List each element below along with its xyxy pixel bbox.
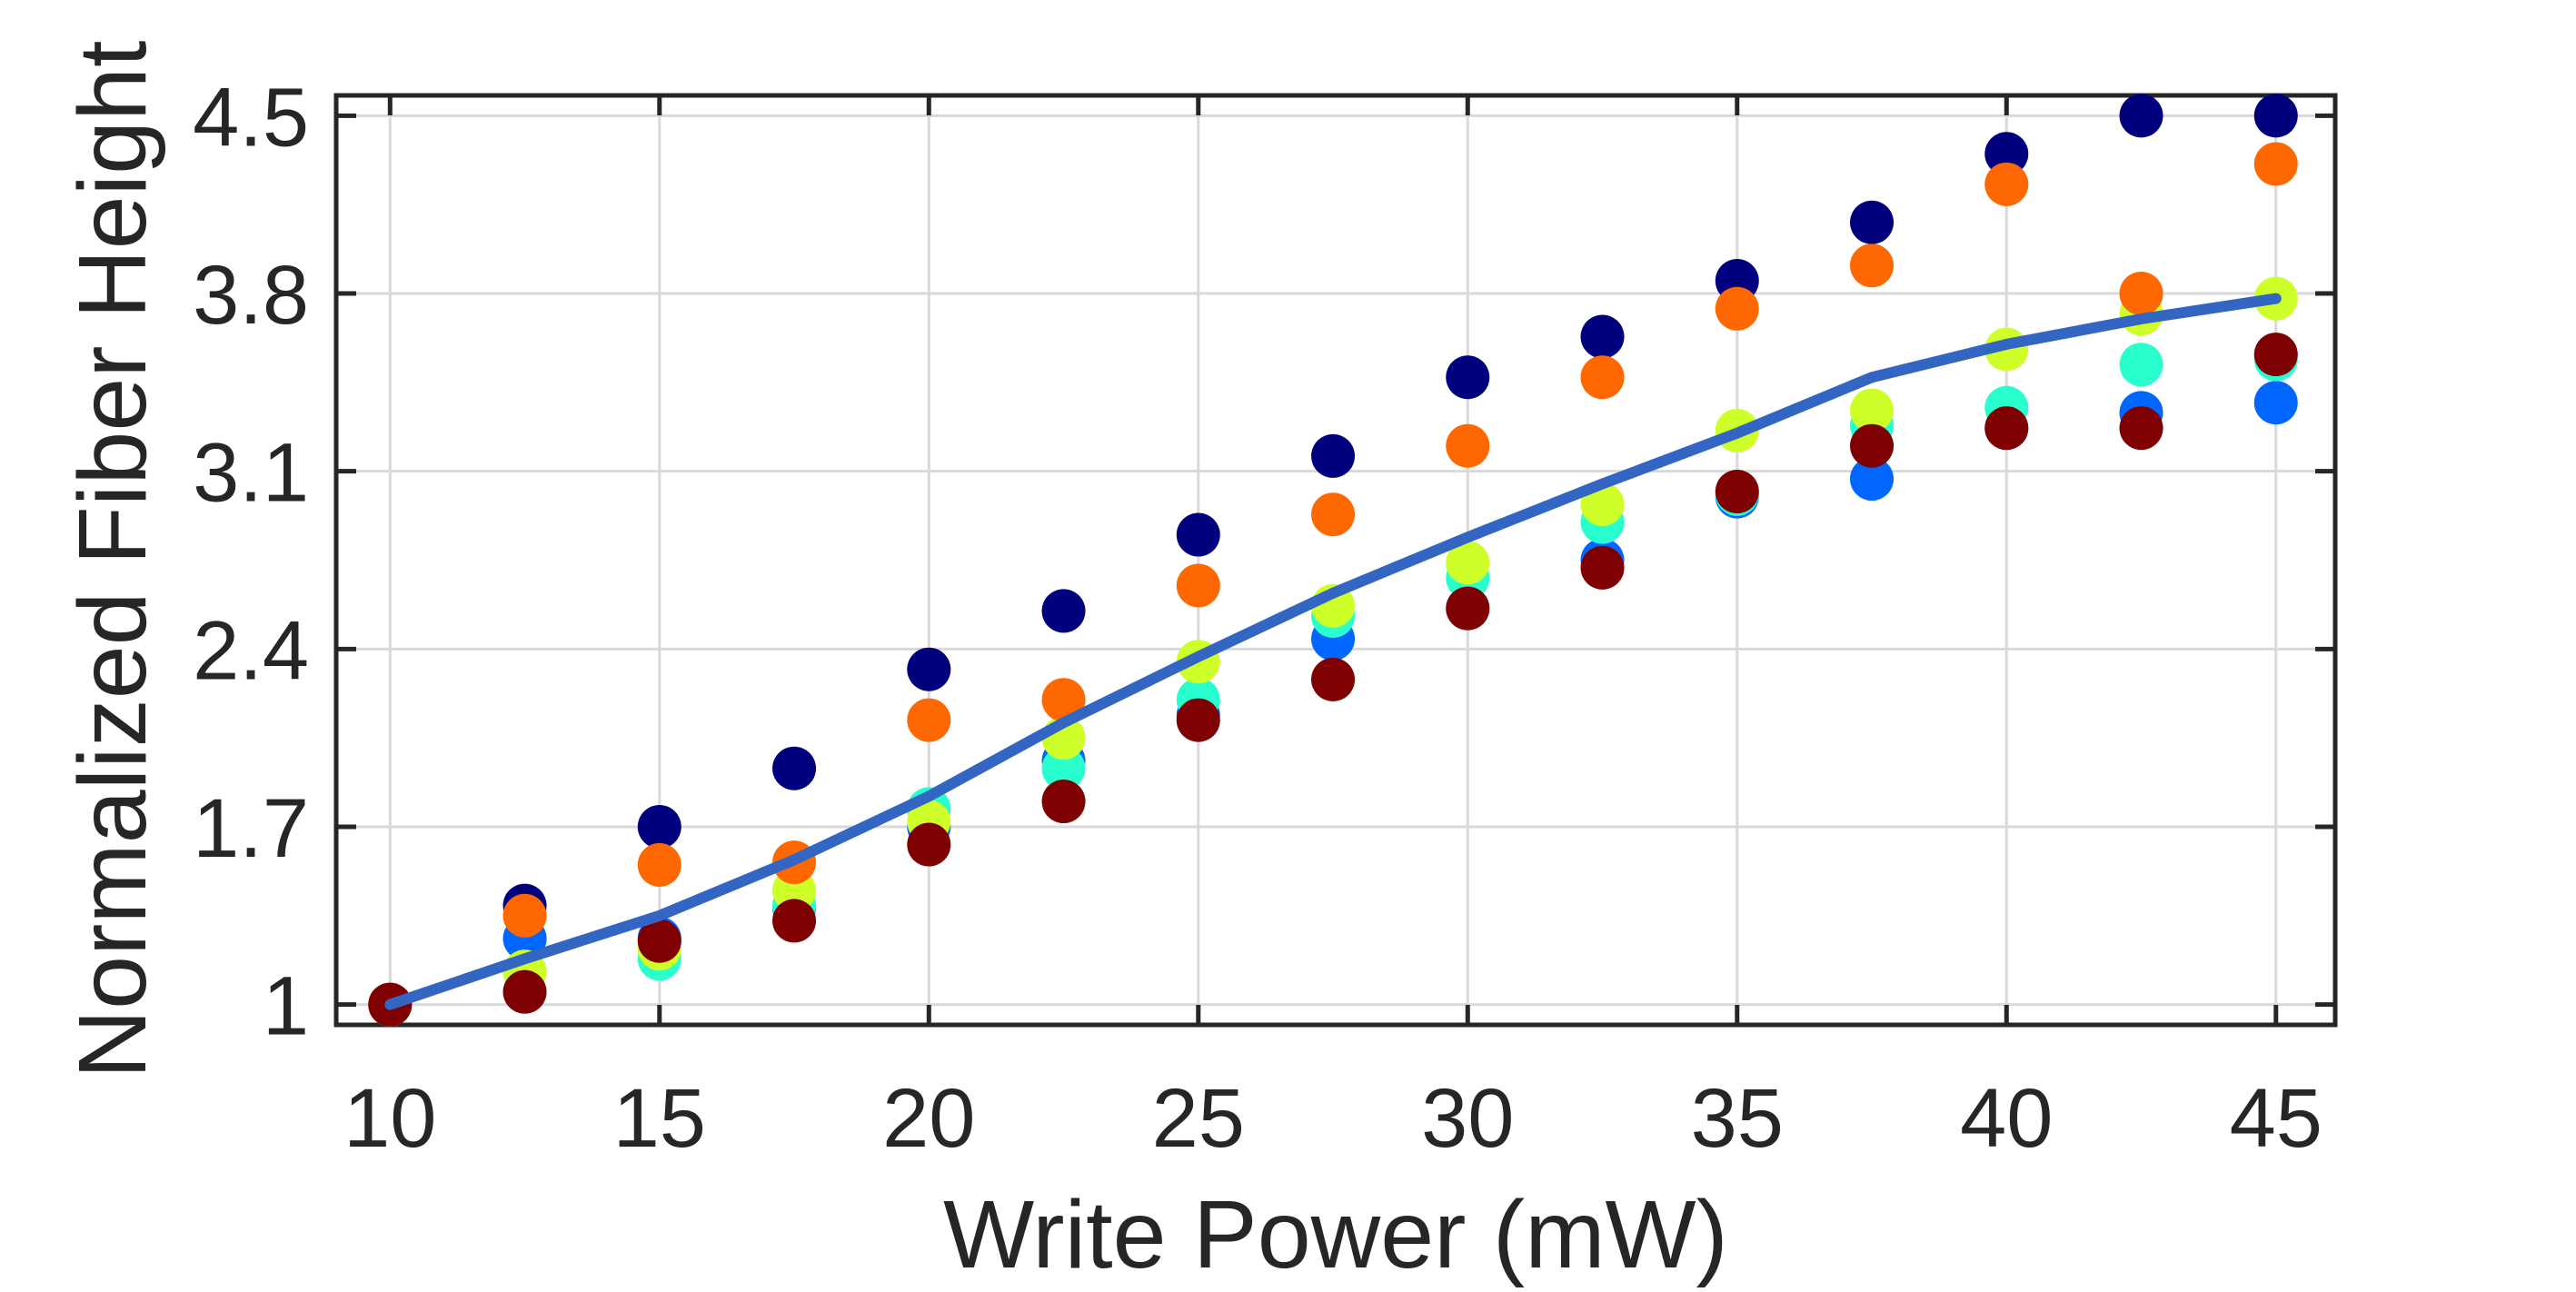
data-point-series-5 (1580, 355, 1625, 400)
data-point-series-3 (2119, 343, 2163, 387)
data-point-series-1 (1446, 355, 1490, 400)
data-point-series-5 (1850, 243, 1895, 288)
y-tick-label: 3.8 (193, 249, 309, 342)
data-point-series-6 (1580, 545, 1625, 590)
data-point-series-5 (1176, 563, 1220, 608)
y-tick-label: 3.1 (193, 427, 309, 520)
x-tick-label: 20 (882, 1072, 975, 1165)
y-tick-label: 1.7 (193, 782, 309, 875)
mean-trend-line (384, 293, 2282, 1010)
data-point-series-5 (1984, 162, 2029, 206)
x-tick-label: 45 (2230, 1072, 2322, 1165)
data-point-series-5 (1311, 492, 1356, 537)
data-point-series-1 (2253, 94, 2298, 138)
data-point-series-1 (1850, 200, 1895, 244)
data-point-series-6 (2253, 333, 2298, 377)
data-point-series-5 (907, 698, 951, 742)
data-point-series-6 (772, 899, 817, 943)
data-point-series-6 (1850, 423, 1895, 468)
data-point-series-5 (2253, 142, 2298, 186)
data-point-series-1 (1311, 433, 1356, 478)
grid-layer (336, 95, 2335, 1025)
data-point-series-5 (1715, 286, 1759, 331)
data-point-series-6 (1311, 657, 1356, 701)
data-point-series-5 (637, 842, 681, 887)
data-point-series-6 (1715, 470, 1759, 514)
data-point-series-6 (1446, 586, 1490, 631)
x-tick-label: 35 (1691, 1072, 1784, 1165)
tick-label-layer: 10 15 20 25 30 35 40 45 1 1.7 2.4 3.1 3.8 4.5 (193, 71, 2322, 1165)
x-tick-label: 30 (1421, 1072, 1514, 1165)
data-point-series-1 (1176, 512, 1220, 557)
data-point-series-4 (1446, 541, 1490, 585)
data-point-series-6 (1176, 698, 1220, 742)
data-point-series-1 (772, 746, 817, 790)
data-point-series-6 (907, 822, 951, 867)
data-point-series-5 (1446, 423, 1490, 468)
data-point-series-1 (637, 804, 681, 849)
data-point-series-6 (1984, 406, 2029, 451)
x-tick-label: 10 (343, 1072, 436, 1165)
data-point-series-1 (907, 647, 951, 691)
data-point-series-3 (1041, 746, 1086, 790)
data-point-series-5 (2119, 272, 2163, 316)
y-tick-label: 4.5 (193, 71, 309, 164)
data-point-series-1 (1041, 589, 1086, 633)
data-point-series-5 (1041, 678, 1086, 722)
y-axis-label: Normalized Fiber Height (59, 41, 166, 1079)
data-point-series-1 (1984, 132, 2029, 176)
plot-frame (333, 93, 2338, 1028)
tick-layer (336, 95, 2335, 1025)
y-tick-label: 1 (263, 960, 309, 1053)
data-point-series-5 (502, 893, 547, 938)
x-tick-label: 25 (1152, 1072, 1245, 1165)
data-point-series-6 (2119, 406, 2163, 451)
data-point-series-4 (1850, 388, 1895, 432)
data-point-series-1 (2119, 94, 2163, 138)
data-point-series-6 (1041, 780, 1086, 824)
points-layer (368, 94, 2298, 1027)
data-point-series-1 (1580, 314, 1625, 359)
data-point-series-2 (1850, 457, 1895, 502)
x-tick-label: 15 (613, 1072, 706, 1165)
y-tick-label: 2.4 (193, 604, 309, 697)
line-layer (384, 293, 2282, 1010)
data-point-series-6 (637, 919, 681, 963)
data-point-series-6 (502, 969, 547, 1014)
x-tick-label: 40 (1960, 1072, 2053, 1165)
data-point-series-2 (2253, 381, 2298, 425)
x-axis-label: Write Power (mW) (943, 1181, 1728, 1287)
